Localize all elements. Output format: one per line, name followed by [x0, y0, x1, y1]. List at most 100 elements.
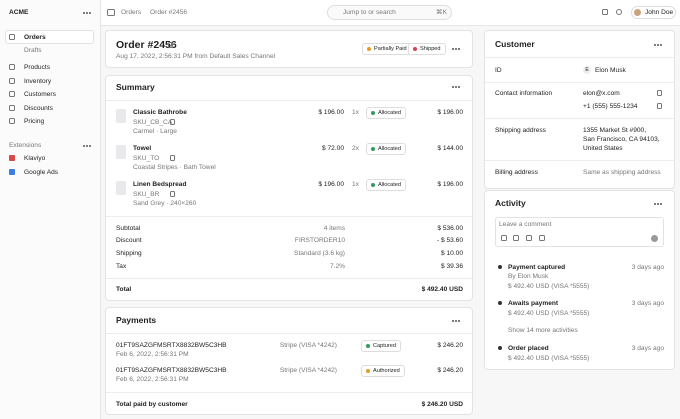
menu-dot[interactable] [458, 48, 460, 50]
menu-dot[interactable] [452, 320, 454, 322]
product-sku: SKU_CB_CA [133, 119, 173, 126]
settings-icon[interactable] [616, 9, 622, 15]
status-text: Partially Paid [374, 46, 407, 52]
notification-icon[interactable] [602, 9, 608, 15]
order-title: Order #2456 [116, 39, 177, 51]
divider [106, 278, 472, 279]
nav-icon [9, 105, 15, 111]
menu-dot[interactable] [86, 145, 88, 147]
status-dot [371, 183, 375, 187]
unit-price: $ 72.00 [322, 145, 344, 152]
menu-dot[interactable] [83, 145, 85, 147]
divider [106, 100, 472, 101]
nav-item[interactable]: Discounts [24, 105, 53, 112]
status-badge: Captured [361, 340, 402, 352]
nav-item[interactable]: Klaviyo [24, 155, 46, 162]
menu-dot[interactable] [455, 320, 457, 322]
send-button[interactable] [651, 235, 658, 242]
status-badge: Allocated [366, 143, 407, 155]
extension-icon [9, 155, 15, 161]
comment-box[interactable] [495, 217, 664, 247]
menu-dot[interactable] [83, 12, 85, 14]
payment-amount: $ 246.20 [437, 342, 463, 349]
copy-icon[interactable] [170, 155, 175, 161]
brand: ACME [9, 9, 29, 16]
payment-id: 01FT9SAZGFMSRTX8832BW5C3HB [116, 367, 227, 374]
line-total: $ 144.00 [437, 145, 463, 152]
nav-item[interactable]: Products [24, 64, 51, 71]
event-title: Payment captured [508, 264, 566, 271]
total-label: Discount [116, 237, 142, 244]
menu-dot[interactable] [660, 203, 662, 205]
copy-icon[interactable] [170, 119, 175, 125]
comment-tool[interactable] [526, 235, 532, 241]
menu-dot[interactable] [89, 145, 91, 147]
nav-icon [9, 78, 15, 84]
product-thumbnail [116, 109, 126, 123]
menu-dot[interactable] [458, 320, 460, 322]
activity-card [484, 190, 675, 370]
total-amount: - $ 53.60 [436, 237, 463, 244]
show-more[interactable]: Show 14 more activities [508, 327, 578, 334]
payment-method: Stripe (VISA *4242) [279, 342, 337, 349]
user-chip[interactable] [631, 6, 676, 19]
total-detail: 4 items [323, 225, 345, 232]
status-text: Allocated [378, 182, 402, 188]
nav-item[interactable]: Pricing [24, 118, 45, 125]
menu-dot[interactable] [657, 203, 659, 205]
menu-dot[interactable] [455, 86, 457, 88]
unit-price: $ 196.00 [318, 109, 344, 116]
menu-dot[interactable] [660, 44, 662, 46]
search-placeholder[interactable]: Jump to or search [343, 9, 396, 16]
copy-icon[interactable] [168, 42, 173, 48]
card-title: Summary [116, 82, 155, 92]
comment-tool[interactable] [539, 235, 545, 241]
nav-item[interactable]: Customers [24, 91, 56, 98]
menu-dot[interactable] [455, 48, 457, 50]
user-avatar [634, 9, 641, 16]
paid-total: $ 246.20 USD [421, 401, 463, 408]
menu-dot[interactable] [452, 86, 454, 88]
user-name[interactable]: John Doe [645, 9, 674, 16]
status-badge: Allocated [366, 107, 407, 119]
avatar-initial: E [585, 67, 589, 73]
order-subtitle: Aug 17, 2022, 2:56:31 PM from Default Sa… [116, 53, 276, 60]
payments-card [105, 307, 473, 415]
address-line: United States [583, 145, 623, 152]
copy-icon[interactable] [170, 191, 175, 197]
menu-dot[interactable] [86, 12, 88, 14]
breadcrumb[interactable]: Orders [121, 9, 142, 16]
menu-dot[interactable] [654, 44, 656, 46]
comment-tool[interactable] [501, 235, 507, 241]
nav-icon [9, 34, 15, 40]
nav-icon [9, 64, 15, 70]
total-label: Shipping [116, 250, 142, 257]
comment-tool[interactable] [513, 235, 519, 241]
card-title: Activity [495, 198, 526, 208]
sidebar-toggle[interactable] [107, 9, 115, 16]
summary-card [105, 75, 473, 301]
copy-icon[interactable] [657, 103, 662, 109]
nav-item[interactable]: Google Ads [24, 169, 59, 176]
status-badge: Partially Paid [362, 43, 412, 55]
copy-icon[interactable] [657, 90, 662, 96]
nav-item[interactable]: Drafts [24, 47, 42, 54]
search-box[interactable] [327, 5, 452, 20]
shortcut: ⌘K [436, 9, 447, 16]
payment-id: 01FT9SAZGFMSRTX8832BW5C3HB [116, 342, 227, 349]
status-text: Allocated [378, 110, 402, 116]
nav-item[interactable]: Inventory [24, 78, 52, 85]
status-badge: Authorized [361, 365, 405, 377]
nav-item[interactable]: Orders [24, 34, 46, 41]
menu-dot[interactable] [654, 203, 656, 205]
product-variant: Coastal Stripes · Bath Towel [133, 164, 216, 171]
total-detail: FIRSTORDER10 [294, 237, 345, 244]
menu-dot[interactable] [452, 48, 454, 50]
menu-dot[interactable] [458, 86, 460, 88]
menu-dot[interactable] [89, 12, 91, 14]
menu-dot[interactable] [657, 44, 659, 46]
status-dot [366, 369, 370, 373]
total-amount: $ 536.00 [437, 225, 463, 232]
comment-placeholder[interactable]: Leave a comment [499, 221, 552, 228]
